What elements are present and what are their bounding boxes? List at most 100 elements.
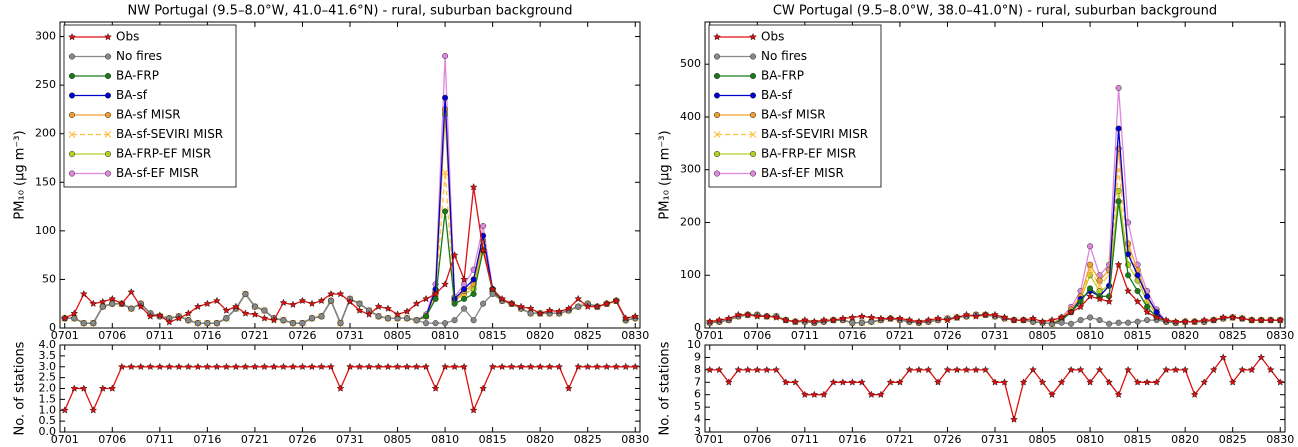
y-tick-label: 2.0 xyxy=(39,382,57,395)
x-tick-label: 0820 xyxy=(526,433,554,446)
data-point xyxy=(498,362,507,371)
data-point xyxy=(403,315,411,322)
data-point xyxy=(934,314,942,322)
data-point xyxy=(953,365,961,374)
legend-marker xyxy=(104,131,112,138)
data-point xyxy=(1038,378,1047,386)
data-point xyxy=(801,390,809,398)
data-point xyxy=(1181,317,1189,325)
data-point xyxy=(915,365,923,374)
data-point xyxy=(1067,365,1075,374)
legend-label: BA-sf-EF MISR xyxy=(116,166,199,180)
data-point xyxy=(934,378,942,386)
y-tick-label: 100 xyxy=(680,268,701,281)
data-point xyxy=(1115,84,1122,91)
y-tick-label: 100 xyxy=(35,224,56,237)
legend-label: BA-FRP xyxy=(116,69,159,83)
data-point xyxy=(1000,378,1009,386)
x-tick-label: 0716 xyxy=(193,433,221,446)
x-tick-label: 0731 xyxy=(981,329,1009,342)
x-tick-label: 0726 xyxy=(288,329,316,342)
data-point xyxy=(593,302,602,310)
legend-label: Obs xyxy=(116,30,139,44)
x-tick-label: 0825 xyxy=(574,329,602,342)
data-point xyxy=(1162,316,1170,324)
data-point xyxy=(432,320,439,327)
data-point xyxy=(858,319,865,326)
x-tick-label: 0815 xyxy=(479,329,507,342)
data-point xyxy=(555,307,563,315)
data-point xyxy=(1076,365,1085,374)
data-point xyxy=(1171,365,1180,374)
data-point xyxy=(1219,353,1228,361)
x-tick-label: 0815 xyxy=(1124,433,1152,446)
data-point xyxy=(734,310,743,319)
data-point xyxy=(763,312,771,320)
data-point xyxy=(1115,198,1122,205)
data-point xyxy=(299,320,306,327)
data-point xyxy=(194,320,201,327)
data-point xyxy=(1143,378,1151,386)
data-point xyxy=(724,314,733,322)
data-point xyxy=(602,362,611,371)
legend-label: BA-sf-SEVIRI MISR xyxy=(116,127,223,141)
data-point xyxy=(621,314,630,322)
data-point xyxy=(80,320,87,327)
data-point xyxy=(1181,365,1190,374)
data-point xyxy=(877,390,885,398)
legend-marker xyxy=(713,92,721,99)
x-tick-label: 0820 xyxy=(1171,329,1199,342)
x-tick-label: 0810 xyxy=(1076,433,1104,446)
data-point xyxy=(1106,320,1113,327)
data-point xyxy=(242,290,249,298)
data-point xyxy=(1219,313,1228,321)
data-point xyxy=(991,310,999,319)
data-point xyxy=(743,365,752,374)
data-point xyxy=(1096,317,1103,324)
data-point xyxy=(127,362,136,371)
data-point xyxy=(289,320,297,327)
data-point xyxy=(213,296,221,305)
legend-label: No fires xyxy=(761,49,807,63)
legend-marker xyxy=(713,72,721,80)
legend-marker xyxy=(713,170,721,177)
y-axis-label: No. of stations xyxy=(658,341,673,435)
data-point xyxy=(384,304,392,312)
data-point xyxy=(526,362,535,371)
data-point xyxy=(527,310,534,317)
y-tick-label: 5 xyxy=(694,400,701,413)
data-point xyxy=(384,315,392,322)
data-point xyxy=(612,362,621,371)
data-point xyxy=(146,362,155,371)
data-point xyxy=(583,362,592,371)
data-point xyxy=(441,169,449,176)
data-point xyxy=(1000,313,1009,321)
x-tick-label: 0726 xyxy=(933,433,961,446)
legend-marker xyxy=(104,170,112,177)
x-tick-label: 0825 xyxy=(1219,329,1247,342)
legend-marker xyxy=(749,53,757,60)
legend-label: BA-FRP xyxy=(761,69,804,83)
x-tick-label: 0805 xyxy=(384,329,412,342)
data-point xyxy=(1144,293,1151,300)
data-point xyxy=(327,362,335,371)
data-point xyxy=(222,362,231,371)
data-point xyxy=(772,365,781,374)
data-point xyxy=(1019,316,1028,324)
data-point xyxy=(89,406,98,414)
legend-label: BA-sf-SEVIRI MISR xyxy=(761,127,868,141)
y-tick-label: 300 xyxy=(35,30,56,43)
data-point xyxy=(791,378,800,386)
data-point xyxy=(555,362,564,371)
data-point xyxy=(1257,353,1266,361)
data-point xyxy=(915,317,923,325)
data-point xyxy=(545,362,554,371)
data-point xyxy=(213,362,221,371)
legend-marker xyxy=(713,150,721,158)
data-point xyxy=(744,310,752,319)
data-point xyxy=(564,384,573,392)
x-tick-label: 0820 xyxy=(526,329,554,342)
data-point xyxy=(79,289,88,298)
data-point xyxy=(1048,390,1056,398)
data-point xyxy=(1105,378,1113,386)
